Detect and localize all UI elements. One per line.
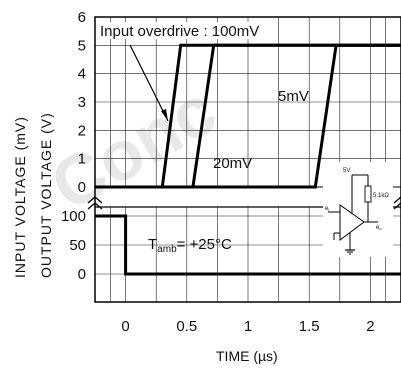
x-tick-label: 1: [244, 318, 252, 335]
y-label-input: INPUT VOLTAGE (mV): [12, 116, 28, 278]
inset-supply-label: 5V: [343, 168, 350, 174]
y-tick-label-input: 50: [69, 237, 86, 254]
tamb-rest: = +25°C: [177, 236, 232, 253]
series-line-5mv: [95, 43, 401, 189]
annotation-input-overdrive: Input overdrive : 100mV: [98, 22, 268, 40]
inset-output-label: e: [376, 225, 380, 231]
input-series-group: [95, 214, 401, 276]
inset-input-label: e: [325, 206, 329, 212]
x-tick-label: 0: [121, 318, 129, 335]
y-tick-label-output: 5: [78, 37, 86, 54]
inset-output-sub: o: [379, 226, 382, 231]
y-tick-label-output: 6: [78, 9, 86, 26]
y-tick-label-output: 0: [78, 179, 86, 196]
y-tick-label-input: 100: [61, 208, 86, 225]
annotation-tamb: Tamb= +25°C: [148, 236, 232, 255]
x-tick-label: 1.5: [299, 318, 320, 335]
annotation-arrow: [129, 44, 169, 122]
axis-break-left: [87, 196, 103, 210]
inset-circuit: 5V 5.1kΩ eo eI: [323, 162, 393, 257]
y-tick-label-output: 2: [78, 122, 86, 139]
svg-text:eo: eo: [376, 225, 382, 231]
series-line-input: [95, 214, 401, 276]
y-tick-label-output: 4: [78, 66, 86, 83]
annotation-5mv: 5mV: [278, 88, 309, 105]
output-series-group: [95, 43, 401, 189]
svg-text:eI: eI: [325, 206, 329, 212]
y-tick-labels-input: 0 50 100: [61, 208, 86, 283]
inset-input-sub: I: [328, 207, 329, 212]
x-axis-label: TIME (µs): [216, 348, 278, 364]
annotation-input-overdrive-text: Input overdrive : 100mV: [100, 23, 259, 40]
inset-resistor-label: 5.1kΩ: [373, 193, 389, 199]
y-label-output: OUTPUT VOLTAGE (V): [38, 112, 54, 278]
x-tick-label: 2: [366, 318, 374, 335]
y-tick-label-input: 0: [78, 266, 86, 283]
y-tick-label-output: 1: [78, 151, 86, 168]
plot-frame: [94, 16, 401, 303]
tamb-sub: amb: [157, 244, 177, 255]
x-tick-labels: 0 0.5 1 1.5 2: [121, 318, 374, 335]
y-tick-labels-output: 0 1 2 3 4 5 6: [78, 9, 86, 196]
y-tick-label-output: 3: [78, 94, 86, 111]
x-tick-label: 0.5: [176, 318, 197, 335]
tamb-main: T: [148, 236, 157, 253]
annotation-20mv: 20mV: [213, 155, 252, 172]
svg-text:Tamb= +25°C: Tamb= +25°C: [148, 236, 232, 255]
axis-break-right: [393, 196, 401, 210]
